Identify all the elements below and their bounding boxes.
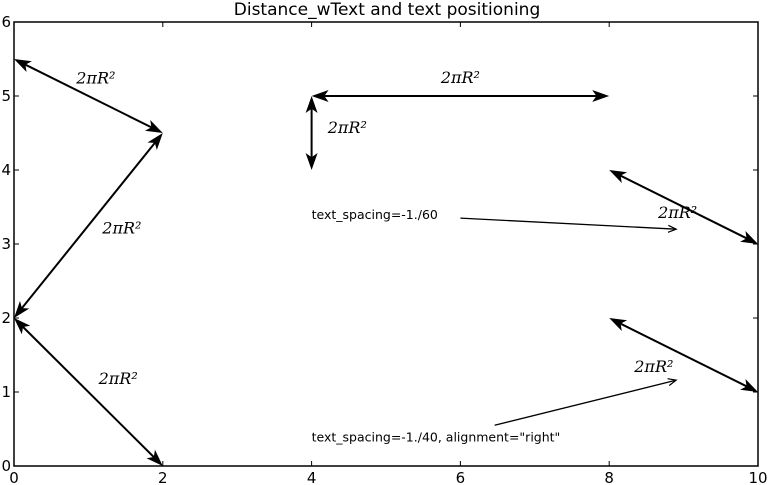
distance-arrow: 2πR² bbox=[609, 318, 758, 392]
arrow-line bbox=[18, 322, 158, 462]
distance-label: 2πR² bbox=[657, 203, 697, 222]
distance-arrow: 2πR² bbox=[311, 68, 610, 102]
arrow-head bbox=[609, 318, 628, 331]
distance-arrow: 2πR² bbox=[305, 96, 367, 170]
arrow-head bbox=[667, 224, 678, 233]
x-tick-label: 4 bbox=[307, 469, 317, 485]
y-tick-label: 2 bbox=[1, 309, 11, 327]
arrow-line bbox=[615, 172, 752, 242]
distance-arrow: 2πR² bbox=[14, 133, 163, 318]
y-tick-label: 6 bbox=[1, 13, 11, 31]
arrow-head bbox=[305, 153, 318, 170]
arrow-head bbox=[305, 96, 318, 113]
distance-label: 2πR² bbox=[633, 357, 673, 376]
y-tick-label: 1 bbox=[1, 383, 11, 401]
arrow-line bbox=[18, 138, 159, 313]
x-tick-label: 2 bbox=[158, 469, 168, 485]
distance-label: 2πR² bbox=[101, 219, 141, 238]
arrow-line bbox=[20, 61, 157, 131]
distance-arrow: 2πR² bbox=[609, 170, 758, 244]
annotation-arrow-line bbox=[460, 217, 677, 230]
y-tick-label: 5 bbox=[1, 87, 11, 105]
annotation: text_spacing=-1./40, alignment="right" bbox=[312, 378, 678, 445]
arrow-head bbox=[667, 378, 678, 386]
annotation-arrow-line bbox=[494, 379, 677, 426]
arrow-head bbox=[144, 120, 163, 133]
arrow-head bbox=[14, 318, 31, 335]
arrow-line bbox=[615, 320, 752, 390]
axes-frame bbox=[13, 21, 759, 467]
distance-label: 2πR² bbox=[327, 118, 367, 137]
arrow-head bbox=[740, 379, 758, 392]
arrow-head bbox=[740, 231, 758, 244]
chart-title: Distance_wText and text positioning bbox=[234, 0, 541, 20]
arrow-head bbox=[609, 170, 628, 183]
arrow-head bbox=[147, 133, 163, 151]
distance-arrow: 2πR² bbox=[14, 59, 163, 133]
y-tick-label: 0 bbox=[1, 457, 11, 475]
x-tick-label: 8 bbox=[604, 469, 614, 485]
arrow-head bbox=[14, 300, 30, 318]
distance-arrow: 2πR² bbox=[14, 318, 163, 466]
arrow-head bbox=[592, 90, 610, 102]
y-tick-label: 3 bbox=[1, 235, 11, 253]
distance-label: 2πR² bbox=[440, 68, 480, 87]
x-tick-label: 6 bbox=[456, 469, 466, 485]
arrow-head bbox=[311, 90, 329, 102]
arrow-head bbox=[146, 449, 163, 466]
annotation: text_spacing=-1./60 bbox=[312, 207, 678, 233]
x-tick-label: 0 bbox=[9, 469, 19, 485]
distance-label: 2πR² bbox=[98, 369, 138, 388]
x-tick-label: 10 bbox=[748, 469, 767, 485]
annotation-text: text_spacing=-1./60 bbox=[312, 207, 438, 222]
y-tick-label: 4 bbox=[1, 161, 11, 179]
distance-label: 2πR² bbox=[75, 69, 115, 88]
annotation-text: text_spacing=-1./40, alignment="right" bbox=[312, 430, 561, 445]
arrow-head bbox=[14, 59, 32, 72]
